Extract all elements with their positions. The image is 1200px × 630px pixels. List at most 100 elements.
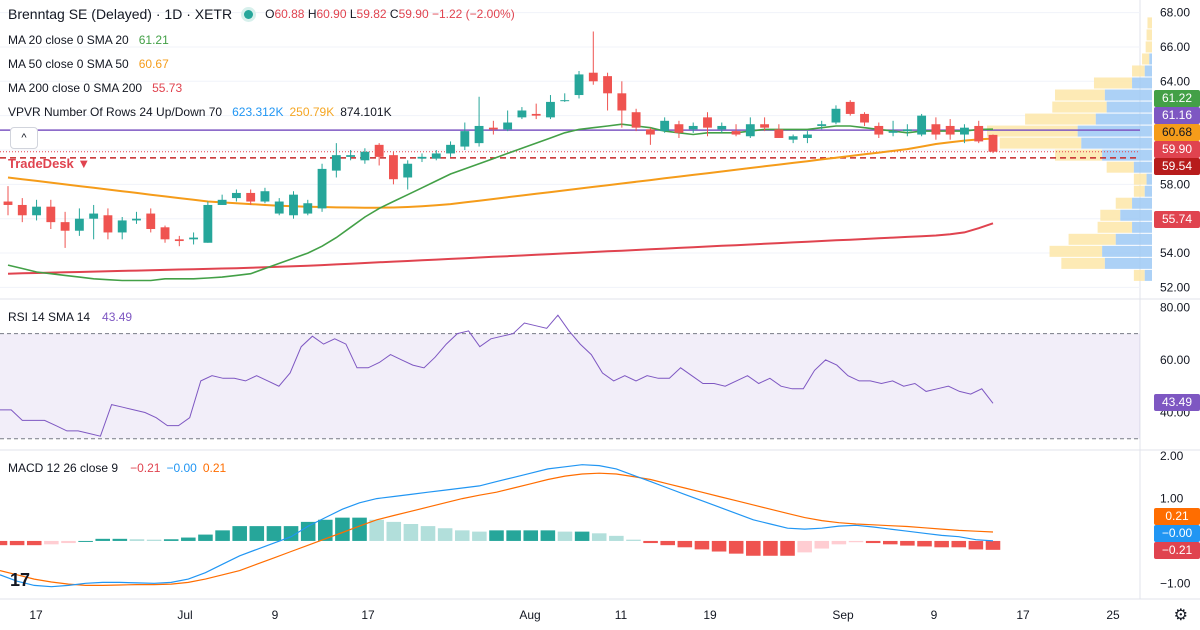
macd-histogram-bar: [763, 540, 778, 556]
vpvr-up-bar: [1146, 29, 1152, 41]
ma200-legend[interactable]: MA 200 close 0 SMA 200 55.73: [8, 81, 182, 95]
low-value: 59.82: [356, 7, 387, 21]
rsi-tick-label: 60.00: [1160, 353, 1190, 367]
macd-histogram-bar: [283, 526, 299, 541]
candle-body: [617, 93, 627, 111]
candle-body: [845, 101, 855, 114]
candle-body: [389, 155, 398, 180]
macd-histogram-bar: [129, 539, 145, 541]
macd-pane: [0, 464, 1001, 588]
macd-histogram-bar: [437, 528, 453, 541]
candle-body: [431, 153, 441, 159]
vpvr-down-bar: [1144, 269, 1152, 281]
macd-histogram-bar: [78, 540, 93, 542]
macd-histogram-bar: [266, 526, 282, 541]
vpvr-down-bar: [1104, 89, 1152, 101]
gear-icon[interactable]: ⚙: [1173, 607, 1188, 624]
candle-body: [831, 108, 841, 123]
candlesticks: [3, 31, 998, 248]
time-tick-label: 17: [361, 608, 375, 622]
macd-histogram-bar: [711, 540, 727, 552]
time-tick-label: Aug: [519, 608, 540, 622]
candle-body: [731, 131, 741, 135]
vpvr-label: VPVR Number Of Rows 24 Up/Down 70: [8, 105, 223, 119]
macd-histogram-bar: [95, 538, 111, 541]
candle-body: [60, 222, 70, 231]
candle-body: [760, 124, 770, 128]
candle-body: [503, 122, 513, 130]
vpvr-down-bar: [1115, 233, 1152, 245]
macd-label: MACD 12 26 close 9: [8, 461, 119, 475]
candle-body: [874, 125, 884, 135]
vpvr-up-bar: [1052, 101, 1107, 113]
candle-body: [417, 156, 427, 159]
vpvr-down-bar: [1132, 197, 1152, 209]
macd-histogram-bar: [917, 540, 932, 547]
market-status-icon: [244, 9, 254, 19]
time-tick-label: 17: [1016, 608, 1030, 622]
ma50-line: [7, 137, 994, 209]
collapse-legend-button[interactable]: ^: [10, 127, 38, 149]
candle-body: [974, 125, 984, 142]
candle-body: [603, 76, 612, 94]
vpvr-up-bar: [1106, 161, 1134, 173]
candle-body: [103, 215, 113, 233]
axes: 68.0066.0064.0062.0060.0058.0056.0054.00…: [29, 6, 1190, 622]
candle-body: [274, 201, 284, 214]
tradedesk-label[interactable]: TradeDesk ▼: [8, 156, 91, 171]
candle-body: [560, 100, 570, 102]
candle-body: [146, 213, 156, 230]
high-label: H: [307, 7, 317, 21]
candle-body: [774, 129, 784, 138]
candle-body: [89, 213, 99, 219]
macd-histogram-bar: [472, 531, 487, 541]
candle-body: [917, 115, 927, 135]
macd-signal-value: 0.21: [202, 461, 227, 475]
vpvr-up-bar: [1054, 149, 1103, 161]
macd-histogram-bar: [831, 540, 847, 545]
macd-histogram-bar: [677, 540, 693, 548]
candle-body: [546, 101, 555, 118]
ma20-label: MA 20 close 0 SMA 20: [8, 33, 129, 47]
macd-histogram-bar: [163, 539, 179, 541]
time-tick-label: Jul: [177, 608, 192, 622]
macd-histogram-bar: [848, 540, 864, 543]
ma20-legend[interactable]: MA 20 close 0 SMA 20 61.21: [8, 33, 169, 47]
macd-histogram-bar: [643, 540, 658, 544]
vpvr-down-bar: [1132, 221, 1152, 233]
vpvr-down-bar: [1106, 101, 1152, 113]
candle-body: [488, 127, 498, 130]
candle-body: [403, 163, 413, 178]
candle-body: [346, 155, 356, 157]
ma200-value: 55.73: [152, 81, 183, 95]
vpvr-down-bar: [1104, 257, 1152, 269]
time-tick-label: 11: [615, 608, 628, 622]
vpvr-legend[interactable]: VPVR Number Of Rows 24 Up/Down 70 623.31…: [8, 105, 392, 119]
macd-legend[interactable]: MACD 12 26 close 9 −0.21 −0.00 0.21: [8, 461, 226, 475]
candle-body: [688, 125, 698, 130]
vpvr-down-bar: [1133, 161, 1152, 173]
candle-body: [303, 203, 313, 214]
tradingview-logo[interactable]: 17: [10, 570, 31, 590]
time-tick-label: 9: [272, 608, 279, 622]
ma50-label: MA 50 close 0 SMA 50: [8, 57, 129, 71]
time-tick-label: 25: [1106, 608, 1120, 622]
macd-histogram-bar: [609, 535, 624, 541]
candle-body: [331, 155, 341, 171]
macd-histogram-bar: [934, 540, 949, 548]
candle-body: [531, 113, 541, 116]
candle-body: [674, 124, 684, 133]
time-tick-label: 17: [29, 608, 43, 622]
vpvr-down-bar: [1146, 173, 1152, 185]
vpvr-up-bar: [1054, 89, 1105, 101]
candle-body: [860, 113, 869, 123]
ma50-legend[interactable]: MA 50 close 0 SMA 50 60.67: [8, 57, 169, 71]
macd-histogram-bar: [506, 530, 521, 541]
candle-body: [374, 144, 384, 157]
macd-histogram-bar: [198, 534, 213, 541]
vpvr-down-value: 250.79K: [289, 105, 335, 119]
macd-histogram-bar: [694, 540, 710, 550]
rsi-legend[interactable]: RSI 14 SMA 14 43.49: [8, 310, 132, 324]
macd-tick-label: 2.00: [1160, 449, 1184, 463]
